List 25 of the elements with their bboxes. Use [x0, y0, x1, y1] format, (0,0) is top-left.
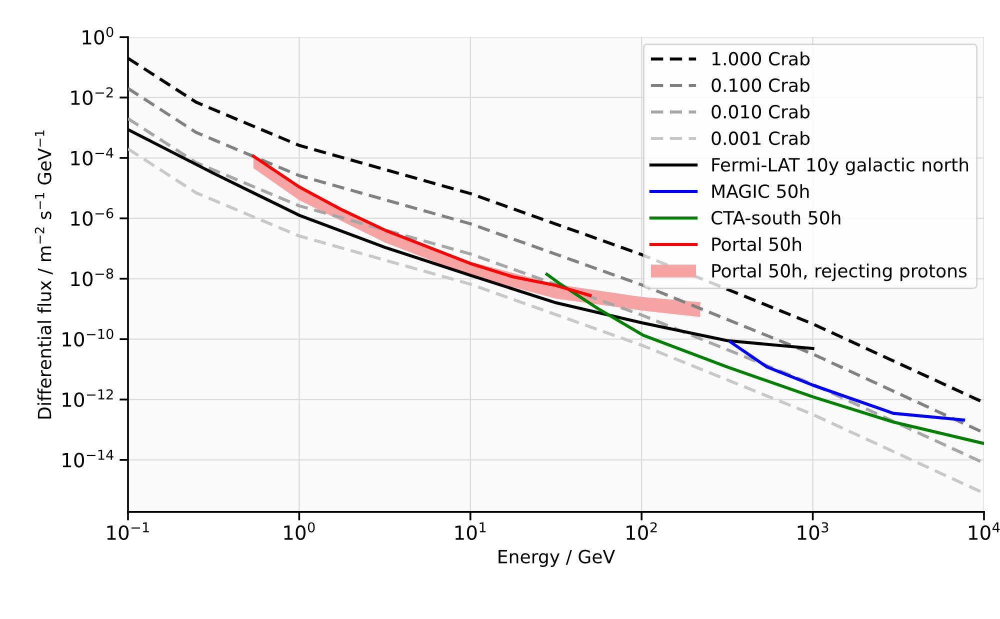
legend-label: 0.100 Crab [712, 78, 810, 92]
y-tick-label: 10$^{−2}$ [71, 87, 113, 106]
y-tick-label: 10$^{0}$ [82, 26, 114, 45]
legend-label: Fermi-LAT 10y galactic north [712, 158, 968, 176]
legend-label: Portal 50h, rejecting protons [712, 264, 967, 282]
legend-label: CTA-south 50h [712, 210, 840, 225]
y-axis-title: Differential flux / m$^{−2}$ s$^{−1}$ GeV$^{−1}$ [34, 130, 53, 419]
x-tick-label: 10$^{3}$ [798, 522, 828, 540]
x-axis-title: Energy / GeV [498, 550, 615, 567]
legend-label: MAGIC 50h [712, 184, 809, 198]
y-tick-label: 10$^{−12}$ [62, 389, 113, 408]
y-tick-label: 10$^{−8}$ [71, 268, 114, 286]
x-tick-label: 10$^{2}$ [626, 522, 657, 540]
y-tick-label: 10$^{−10}$ [62, 328, 114, 347]
y-tick-label: 10$^{−14}$ [62, 450, 114, 468]
legend-label: Portal 50h [712, 237, 802, 252]
x-tick-label: 10$^{0}$ [284, 522, 315, 540]
legend-label: 0.010 Crab [712, 104, 810, 119]
y-tick-label: 10$^{−4}$ [71, 148, 114, 166]
x-tick-label: 10$^{4}$ [969, 522, 1000, 540]
x-tick-label: 10$^{−1}$ [107, 522, 149, 540]
legend-label: 1.000 Crab [712, 52, 810, 66]
y-tick-label: 10$^{−6}$ [71, 208, 114, 226]
x-tick-label: 10$^{1}$ [455, 522, 486, 540]
legend-label: 0.001 Crab [712, 131, 810, 146]
